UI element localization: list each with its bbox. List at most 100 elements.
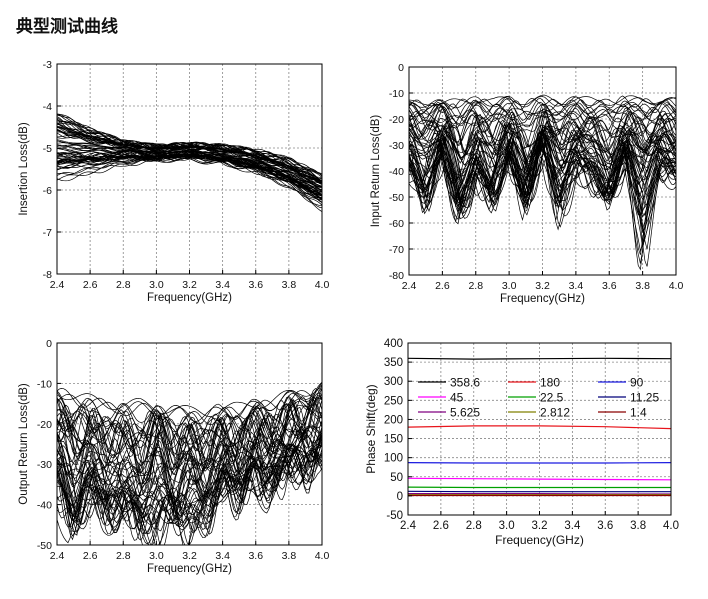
y-tick-label: 300 <box>384 376 403 388</box>
y-tick-label: -7 <box>43 227 52 239</box>
y-tick-label: -60 <box>389 218 404 230</box>
series-line <box>57 435 322 519</box>
series-line <box>57 426 322 505</box>
legend-label: 358.6 <box>450 376 480 390</box>
series-line <box>57 126 322 185</box>
chart-input-return-loss: 2.4 2.6 2.8 3.0 3.2 3.4 3.6 3.8 4.0 0 -10 -20 -30 -40… <box>370 62 683 305</box>
x-tick-label: 3.0 <box>149 279 164 291</box>
x-tick-label: 2.4 <box>402 280 417 292</box>
series-line <box>57 450 322 541</box>
y-tick-label: 0 <box>398 62 404 74</box>
y-tick-label: -8 <box>43 269 52 281</box>
x-tick-label: 4.0 <box>315 550 330 562</box>
x-tick-label: 3.8 <box>635 280 650 292</box>
legend-label: 2.812 <box>540 406 570 420</box>
series-line <box>409 103 676 148</box>
y-tick-label: -10 <box>37 378 52 390</box>
grid <box>408 343 671 515</box>
x-tick-label: 3.0 <box>149 550 164 562</box>
series-line <box>57 157 322 207</box>
series-line <box>57 122 322 181</box>
x-tick-label: 3.2 <box>532 520 548 532</box>
legend-label: 1.4 <box>630 406 647 420</box>
series-line <box>57 399 322 482</box>
series-line <box>409 121 676 193</box>
x-tick-label: 4.0 <box>669 280 684 292</box>
y-tick-label: -50 <box>386 510 403 522</box>
x-tick-label: 2.6 <box>83 550 98 562</box>
x-tick-label: 2.6 <box>83 279 98 291</box>
series-line <box>57 425 322 490</box>
y-tick-label: -20 <box>37 419 52 431</box>
y-tick-label: 350 <box>384 357 403 369</box>
legend-label: 22.5 <box>540 391 564 405</box>
series-line <box>57 444 322 524</box>
series-line <box>57 132 322 187</box>
series-line <box>57 390 322 427</box>
chart-output-return-loss: 2.4 2.6 2.8 3.0 3.2 3.4 3.6 3.8 4.0 0 -10 -20 -30 -40… <box>18 338 329 575</box>
series-line <box>409 106 676 157</box>
x-tick-label: 4.0 <box>315 279 330 291</box>
series-line <box>57 421 322 485</box>
x-axis-label: Frequency(GHz) <box>500 293 585 305</box>
series-line <box>57 118 322 178</box>
legend-label: 180 <box>540 376 560 390</box>
series-line <box>57 152 322 196</box>
series-line <box>57 385 322 435</box>
x-tick-label: 2.4 <box>50 550 65 562</box>
series-line <box>409 104 676 131</box>
series-line <box>57 399 322 469</box>
x-tick-label: 2.6 <box>433 520 449 532</box>
series-line <box>409 123 676 194</box>
y-tick-label: -3 <box>43 59 52 71</box>
y-axis-label: Input Return Loss(dB) <box>370 115 382 228</box>
series-line <box>409 94 676 107</box>
x-tick-label: 3.2 <box>182 550 197 562</box>
series-line <box>57 439 322 511</box>
series-line <box>409 105 676 144</box>
y-tick-label: -30 <box>37 459 52 471</box>
series-line <box>57 450 322 545</box>
series-line <box>409 99 676 120</box>
x-tick-label: 2.8 <box>466 520 482 532</box>
x-tick-label: 3.4 <box>215 279 230 291</box>
x-tick-label: 2.8 <box>116 550 131 562</box>
y-axis-label: Output Return Loss(dB) <box>18 383 30 505</box>
series-line <box>408 477 671 481</box>
y-tick-label: -5 <box>43 143 52 155</box>
series-line <box>57 154 322 200</box>
series-line <box>409 101 676 125</box>
series-line <box>409 95 676 110</box>
series-line <box>57 440 322 536</box>
series-line <box>57 443 322 516</box>
series-line <box>409 121 676 164</box>
x-tick-label: 3.0 <box>499 520 515 532</box>
series-line <box>409 154 676 253</box>
series-line <box>57 447 322 545</box>
y-tick-label: -20 <box>389 114 404 126</box>
chart-phase-shift: 2.4 2.6 2.8 3.0 3.2 3.4 3.6 3.8 4.0 400 350 300 250 2… <box>364 338 679 547</box>
y-tick-label: -10 <box>389 88 404 100</box>
series-group <box>57 381 322 545</box>
series-line <box>409 126 676 196</box>
y-tick-label: 200 <box>384 414 403 426</box>
x-tick-label: 2.8 <box>116 279 131 291</box>
series-line <box>409 119 676 199</box>
x-axis-label: Frequency(GHz) <box>147 292 232 304</box>
series-line <box>57 157 322 206</box>
y-tick-label: 50 <box>390 472 403 484</box>
page-title: 典型测试曲线 <box>16 17 118 37</box>
x-tick-label: 3.2 <box>535 280 550 292</box>
series-group <box>409 94 676 271</box>
x-tick-label: 3.6 <box>248 550 263 562</box>
y-tick-label: -4 <box>43 101 52 113</box>
series-line <box>57 381 322 425</box>
series-line <box>57 384 322 417</box>
legend-label: 90 <box>630 376 644 390</box>
series-line <box>409 97 676 121</box>
y-tick-label: 400 <box>384 338 403 350</box>
x-tick-label: 3.8 <box>630 520 646 532</box>
series-line <box>409 108 676 159</box>
x-tick-label: 3.4 <box>215 550 230 562</box>
